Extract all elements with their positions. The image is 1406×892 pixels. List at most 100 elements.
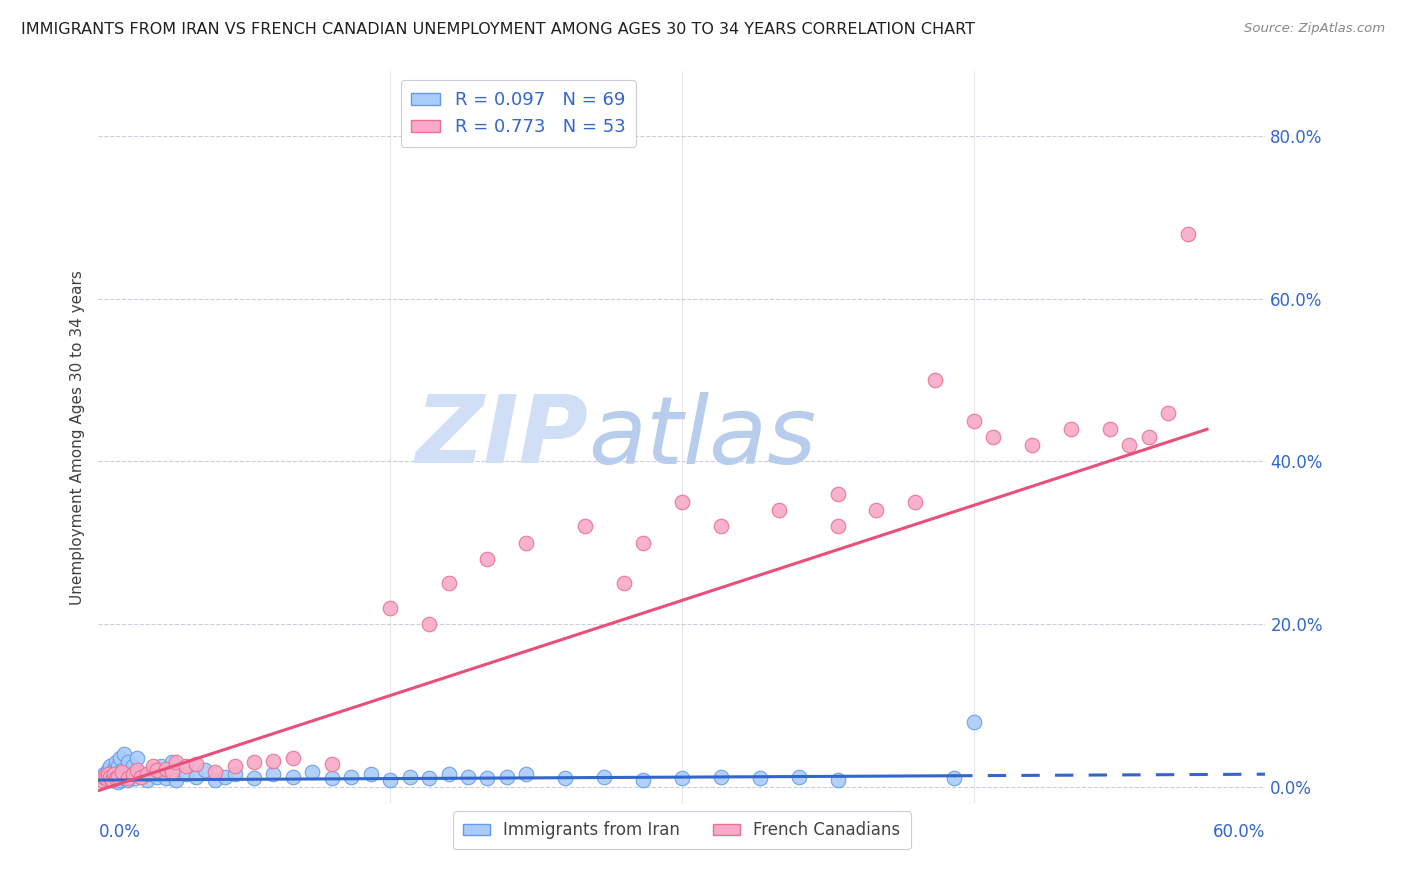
Point bbox=[104, 772, 127, 786]
Point bbox=[631, 772, 654, 787]
Point bbox=[111, 770, 134, 784]
Point bbox=[127, 764, 149, 778]
Point bbox=[1021, 438, 1043, 452]
Point bbox=[104, 772, 127, 786]
Point bbox=[380, 600, 402, 615]
Point bbox=[924, 373, 946, 387]
Point bbox=[165, 755, 187, 769]
Point bbox=[146, 764, 169, 778]
Point bbox=[321, 756, 343, 771]
Point bbox=[710, 770, 733, 784]
Point bbox=[112, 772, 135, 786]
Point bbox=[184, 756, 207, 771]
Point bbox=[262, 754, 284, 768]
Point bbox=[107, 775, 129, 789]
Point bbox=[398, 770, 420, 784]
Point bbox=[1060, 422, 1083, 436]
Point bbox=[101, 772, 124, 787]
Point bbox=[943, 772, 966, 786]
Point bbox=[129, 770, 152, 784]
Point bbox=[477, 772, 499, 786]
Point bbox=[631, 535, 654, 549]
Point bbox=[613, 576, 636, 591]
Point bbox=[281, 751, 304, 765]
Point bbox=[101, 764, 124, 779]
Point bbox=[129, 767, 152, 781]
Point bbox=[204, 764, 226, 779]
Point bbox=[107, 759, 129, 773]
Point bbox=[214, 770, 236, 784]
Point bbox=[142, 759, 165, 773]
Point bbox=[108, 751, 131, 765]
Point bbox=[418, 772, 440, 786]
Point bbox=[748, 772, 770, 786]
Point bbox=[243, 755, 266, 769]
Point bbox=[224, 759, 246, 773]
Point bbox=[155, 772, 177, 786]
Legend: Immigrants from Iran, French Canadians: Immigrants from Iran, French Canadians bbox=[453, 812, 911, 849]
Point bbox=[155, 762, 177, 776]
Point bbox=[457, 770, 479, 784]
Point bbox=[515, 767, 537, 781]
Point bbox=[671, 772, 693, 786]
Point bbox=[96, 772, 118, 787]
Point bbox=[515, 535, 537, 549]
Point bbox=[114, 767, 136, 781]
Point bbox=[1157, 406, 1180, 420]
Point bbox=[122, 759, 145, 773]
Point bbox=[112, 747, 135, 761]
Point bbox=[865, 503, 887, 517]
Point bbox=[904, 495, 927, 509]
Point bbox=[321, 772, 343, 786]
Point bbox=[554, 772, 576, 786]
Point bbox=[111, 764, 134, 778]
Point bbox=[96, 772, 118, 786]
Point bbox=[437, 767, 460, 781]
Point bbox=[93, 767, 115, 781]
Point bbox=[127, 751, 149, 765]
Point bbox=[243, 772, 266, 786]
Point bbox=[437, 576, 460, 591]
Point bbox=[162, 755, 184, 769]
Text: atlas: atlas bbox=[589, 392, 817, 483]
Text: Source: ZipAtlas.com: Source: ZipAtlas.com bbox=[1244, 22, 1385, 36]
Point bbox=[224, 767, 246, 781]
Point bbox=[101, 772, 124, 787]
Point bbox=[98, 772, 121, 786]
Text: 60.0%: 60.0% bbox=[1213, 823, 1265, 841]
Point bbox=[97, 770, 120, 784]
Point bbox=[174, 759, 197, 773]
Point bbox=[981, 430, 1004, 444]
Point bbox=[136, 772, 159, 787]
Point bbox=[671, 495, 693, 509]
Point bbox=[574, 519, 596, 533]
Point bbox=[117, 772, 139, 787]
Point bbox=[710, 519, 733, 533]
Point bbox=[165, 772, 187, 787]
Point bbox=[122, 767, 145, 781]
Point bbox=[827, 487, 849, 501]
Point bbox=[146, 770, 169, 784]
Point bbox=[184, 770, 207, 784]
Point bbox=[136, 767, 159, 781]
Point bbox=[98, 759, 121, 773]
Point bbox=[108, 772, 131, 787]
Point bbox=[91, 772, 114, 786]
Point bbox=[97, 764, 120, 778]
Point bbox=[477, 552, 499, 566]
Point bbox=[962, 414, 984, 428]
Text: 0.0%: 0.0% bbox=[98, 823, 141, 841]
Point bbox=[1137, 430, 1160, 444]
Point bbox=[1098, 422, 1121, 436]
Point bbox=[194, 764, 217, 778]
Point bbox=[97, 767, 120, 781]
Point bbox=[1118, 438, 1140, 452]
Point bbox=[149, 759, 172, 773]
Point bbox=[827, 772, 849, 787]
Point bbox=[962, 714, 984, 729]
Point bbox=[204, 772, 226, 787]
Point bbox=[787, 770, 810, 784]
Point bbox=[593, 770, 616, 784]
Point bbox=[301, 764, 323, 779]
Point bbox=[111, 764, 134, 779]
